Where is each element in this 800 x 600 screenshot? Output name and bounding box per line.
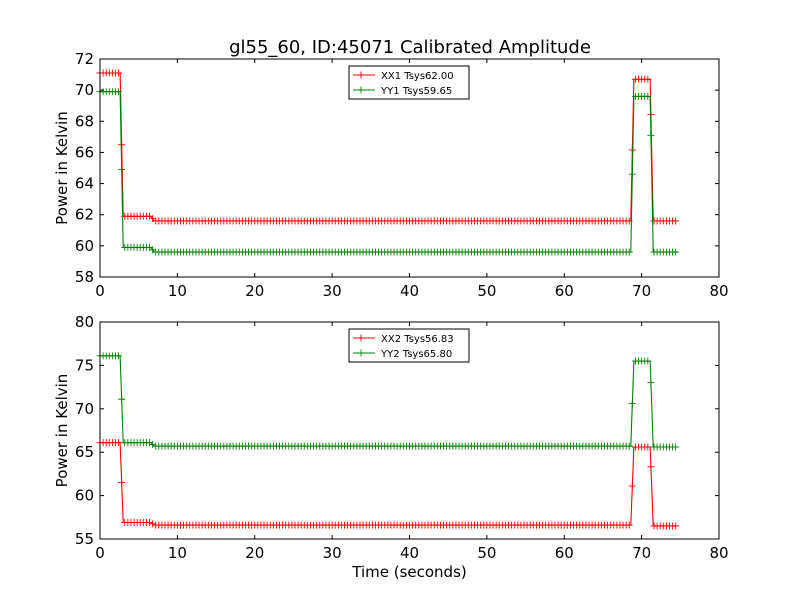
top-y-tick-label: 68 xyxy=(75,112,94,130)
top-y-axis-label: Power in Kelvin xyxy=(53,111,71,225)
bottom-legend-marker-1 xyxy=(357,334,365,342)
bottom-x-tick-label: 60 xyxy=(555,544,574,562)
top-y-tick-label: 62 xyxy=(75,206,94,224)
top-y-tick-label: 64 xyxy=(75,175,94,193)
chart-title: gl55_60, ID:45071 Calibrated Amplitude xyxy=(229,37,591,58)
bottom-y-tick-label: 75 xyxy=(75,356,94,374)
top-legend-marker-1 xyxy=(357,71,365,79)
bottom-x-tick-label: 20 xyxy=(245,544,264,562)
top-y-tick-label: 70 xyxy=(75,81,94,99)
bottom-y-tick-label: 65 xyxy=(75,443,94,461)
top-panel: 0 10 20 30 40 50 60 70 80 58 60 62 64 66 68 70 72 Power i… xyxy=(53,50,729,300)
top-y-tick-label: 66 xyxy=(75,143,94,161)
top-legend-entry-1: XX1 Tsys62.00 xyxy=(381,71,454,82)
top-y-tick-label: 60 xyxy=(75,237,94,255)
top-x-tick-label: 70 xyxy=(632,282,651,300)
bottom-x-axis-label: Time (seconds) xyxy=(351,563,467,581)
top-x-tick-label: 10 xyxy=(168,282,187,300)
top-series-2 xyxy=(96,88,680,256)
bottom-legend-marker-2 xyxy=(357,349,365,357)
top-x-tick-label: 80 xyxy=(709,282,728,300)
bottom-x-tick-label: 0 xyxy=(95,544,105,562)
top-y-tick-label: 72 xyxy=(75,50,94,68)
top-x-tick-label: 20 xyxy=(245,282,264,300)
top-legend-entry-2: YY1 Tsys59.65 xyxy=(380,86,452,97)
top-x-tick-label: 30 xyxy=(323,282,342,300)
top-y-tick-label: 58 xyxy=(75,268,94,286)
bottom-panel: 0 10 20 30 40 50 60 70 80 55 60 65 70 75 80 Power in Ke… xyxy=(53,313,729,581)
top-legend-box xyxy=(348,65,470,100)
top-legend: XX1 Tsys62.00 YY1 Tsys59.65 xyxy=(348,65,470,100)
bottom-y-tick-label: 55 xyxy=(75,530,94,548)
bottom-x-tick-label: 80 xyxy=(709,544,728,562)
top-x-tick-label: 60 xyxy=(555,282,574,300)
bottom-x-tick-label: 10 xyxy=(168,544,187,562)
bottom-x-tick-label: 40 xyxy=(400,544,419,562)
bottom-legend-box xyxy=(348,328,470,363)
bottom-legend-entry-1: XX2 Tsys56.83 xyxy=(381,334,454,345)
bottom-x-tick-label: 50 xyxy=(477,544,496,562)
bottom-x-tick-label: 70 xyxy=(632,544,651,562)
bottom-legend: XX2 Tsys56.83 YY2 Tsys65.80 xyxy=(348,328,470,363)
top-x-tick-label: 50 xyxy=(477,282,496,300)
bottom-y-tick-label: 70 xyxy=(75,400,94,418)
top-x-tick-label: 40 xyxy=(400,282,419,300)
bottom-y-tick-label: 60 xyxy=(75,487,94,505)
bottom-legend-entry-2: YY2 Tsys65.80 xyxy=(380,349,452,360)
bottom-y-axis-label: Power in Kelvin xyxy=(53,374,71,488)
bottom-x-tick-label: 30 xyxy=(323,544,342,562)
top-legend-marker-2 xyxy=(357,86,365,94)
bottom-y-tick-label: 80 xyxy=(75,313,94,331)
top-x-tick-label: 0 xyxy=(95,282,105,300)
